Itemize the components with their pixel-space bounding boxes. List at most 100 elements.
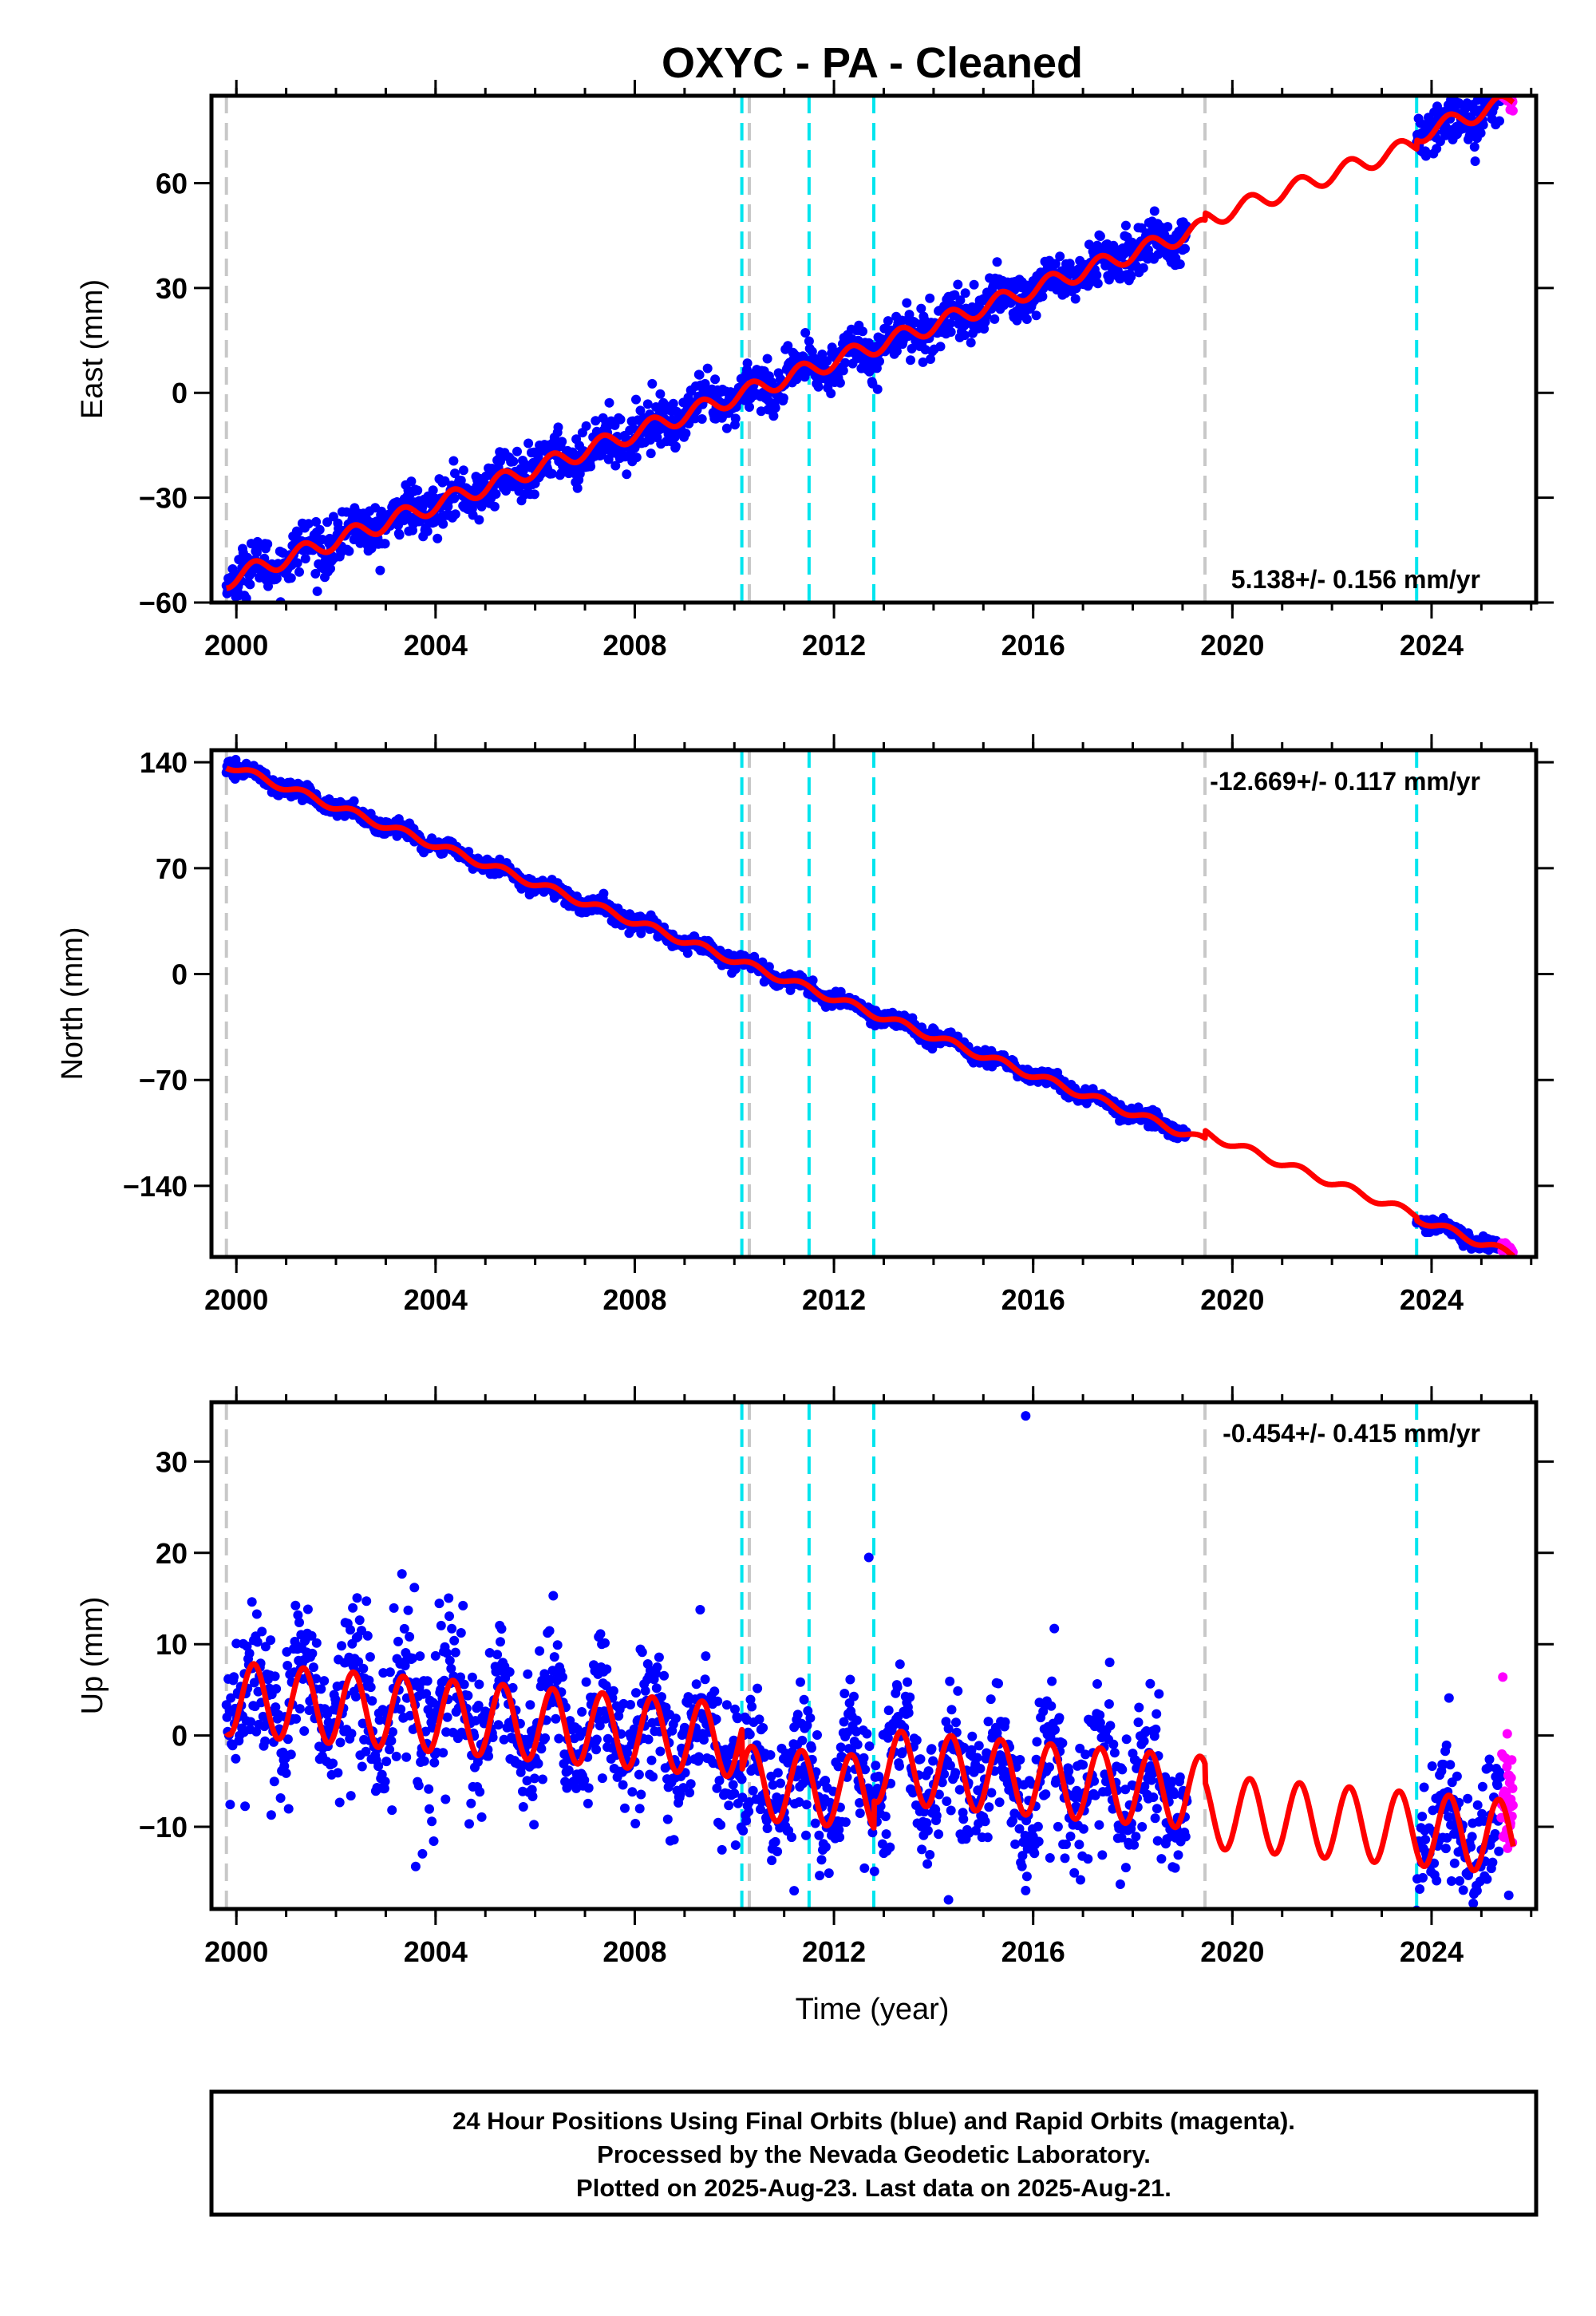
data-point: [869, 1866, 879, 1876]
data-point: [286, 1749, 296, 1760]
data-point: [1065, 1832, 1076, 1841]
data-point: [1095, 231, 1105, 241]
data-point: [385, 1667, 395, 1678]
data-point: [1083, 1854, 1093, 1864]
data-point: [635, 405, 646, 416]
data-point: [245, 579, 255, 590]
data-point: [290, 1600, 301, 1611]
data-point: [994, 1797, 1005, 1808]
data-point: [875, 356, 884, 366]
data-point: [1097, 1850, 1108, 1860]
data-point: [438, 519, 448, 529]
data-point: [1021, 314, 1032, 324]
data-point: [969, 279, 979, 290]
data-point: [1094, 1820, 1104, 1830]
data-point: [1045, 1853, 1055, 1863]
data-point: [934, 1829, 944, 1840]
data-point: [275, 1793, 286, 1803]
x-tick-label: 2024: [1400, 629, 1464, 662]
data-point: [922, 1825, 933, 1836]
data-point: [682, 948, 693, 958]
rapid-point: [1501, 83, 1511, 93]
data-point: [348, 1603, 358, 1613]
data-point: [346, 1791, 356, 1801]
data-point: [319, 1676, 330, 1686]
data-point: [271, 1684, 282, 1694]
data-point: [241, 593, 251, 603]
data-point: [581, 421, 591, 431]
data-point: [916, 303, 926, 314]
data-point: [476, 1812, 487, 1822]
data-point: [1494, 65, 1503, 74]
data-point: [655, 389, 666, 399]
rapid-point: [1501, 84, 1511, 93]
data-point: [270, 1671, 280, 1682]
data-point: [597, 1773, 607, 1784]
data-point: [776, 1778, 785, 1788]
data-point: [1050, 1725, 1060, 1735]
east-panel: 2000 2004 2008 2012 2016 2020 2024−60−3003060E…: [76, 65, 1554, 662]
data-point: [872, 384, 883, 394]
data-point: [895, 1659, 905, 1670]
x-tick-label: 2004: [404, 1283, 468, 1316]
data-point: [945, 1676, 955, 1686]
data-point: [399, 1623, 409, 1634]
data-point: [504, 1667, 515, 1677]
data-point: [424, 1784, 434, 1794]
data-point: [493, 1720, 504, 1730]
rapid-point: [1499, 85, 1508, 95]
data-point: [458, 465, 468, 476]
rapid-point: [1502, 81, 1511, 91]
data-point: [815, 1871, 825, 1881]
data-point: [845, 1674, 855, 1685]
data-point: [434, 1599, 444, 1609]
data-point: [762, 354, 772, 364]
data-point: [992, 257, 1002, 267]
data-point: [1469, 142, 1479, 152]
data-point: [548, 1591, 559, 1601]
data-point: [433, 533, 443, 543]
data-point: [822, 356, 832, 366]
data-point: [744, 1806, 754, 1816]
data-point: [523, 1669, 533, 1679]
data-point: [316, 1684, 326, 1694]
data-point: [1470, 156, 1480, 166]
data-point: [716, 1820, 726, 1830]
data-point: [1120, 1863, 1131, 1873]
data-point: [620, 1803, 630, 1813]
data-point: [260, 1736, 271, 1746]
data-point: [572, 483, 583, 493]
data-point: [553, 422, 563, 433]
data-point: [1134, 1702, 1144, 1713]
x-tick-label: 2000: [204, 1283, 268, 1316]
data-point: [1000, 1717, 1010, 1727]
data-point: [986, 1788, 997, 1798]
data-point: [881, 1829, 891, 1840]
data-point: [419, 1756, 429, 1766]
data-point: [942, 1796, 952, 1806]
data-point: [294, 1618, 304, 1627]
data-point: [738, 1826, 749, 1836]
data-point: [422, 1676, 433, 1686]
data-point: [397, 1569, 407, 1579]
data-point: [694, 370, 705, 380]
data-point: [604, 397, 614, 408]
data-point: [1149, 206, 1159, 216]
data-point: [430, 1650, 440, 1661]
data-point: [600, 1638, 610, 1648]
data-point: [923, 1766, 934, 1777]
data-point: [229, 1672, 239, 1682]
data-point: [523, 438, 534, 449]
data-point: [1432, 144, 1442, 154]
data-point: [396, 1704, 406, 1714]
x-tick-label: 2020: [1200, 1283, 1264, 1316]
data-point: [308, 1662, 318, 1673]
data-point: [1145, 1678, 1156, 1689]
data-point: [630, 1819, 641, 1828]
data-point: [816, 1855, 827, 1865]
data-point: [417, 502, 428, 512]
x-tick-label: 2024: [1400, 1283, 1464, 1316]
data-point: [293, 527, 303, 537]
data-point: [1420, 151, 1431, 161]
data-point: [581, 1677, 591, 1687]
